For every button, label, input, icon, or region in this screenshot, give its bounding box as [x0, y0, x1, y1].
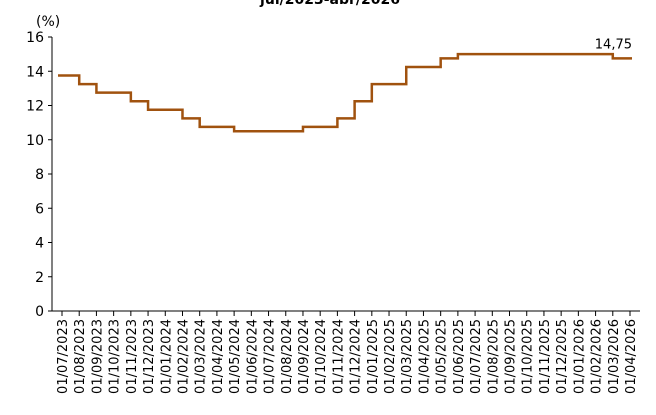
- data-point: [267, 130, 270, 132]
- data-point: [181, 117, 184, 120]
- y-tick-label: 16: [26, 30, 44, 46]
- data-point: [284, 130, 287, 132]
- x-tick-label: 01/02/2025: [383, 319, 398, 394]
- data-point: [422, 66, 425, 68]
- x-tick-label: 01/08/2023: [73, 319, 88, 394]
- chart-annotations: 14,75: [595, 37, 632, 52]
- data-label: 14,75: [595, 37, 632, 52]
- x-tick-label: 01/10/2025: [521, 319, 536, 394]
- y-axis-unit-label: (%): [36, 14, 60, 30]
- data-point: [198, 126, 201, 128]
- x-tick-label: 01/06/2024: [245, 319, 260, 394]
- data-point: [95, 91, 98, 94]
- x-tick-label: 01/05/2024: [228, 319, 243, 394]
- data-point: [629, 57, 631, 60]
- data-point: [388, 83, 390, 85]
- x-tick-label: 01/09/2023: [90, 319, 105, 394]
- data-point: [147, 108, 149, 111]
- x-tick-label: 01/02/2024: [176, 319, 191, 394]
- data-point: [560, 53, 562, 55]
- x-tick-label: 01/07/2025: [469, 319, 484, 394]
- x-tick-label: 01/12/2023: [142, 319, 157, 394]
- y-tick-label: 4: [35, 236, 44, 252]
- y-tick-label: 8: [35, 167, 44, 183]
- x-tick-label: 01/03/2025: [400, 319, 415, 394]
- data-point: [457, 53, 459, 55]
- data-point: [611, 57, 614, 60]
- data-point: [130, 100, 132, 103]
- x-tick-label: 01/11/2025: [538, 319, 553, 394]
- data-point: [61, 74, 63, 77]
- x-tick-label: 01/05/2025: [435, 319, 450, 394]
- y-tick-label: 2: [35, 270, 44, 286]
- y-tick-label: 0: [35, 304, 44, 320]
- data-point: [216, 126, 218, 128]
- data-point: [78, 83, 81, 85]
- x-tick-label: 01/02/2026: [590, 319, 605, 394]
- data-point: [164, 108, 167, 111]
- x-tick-label: 01/11/2024: [331, 319, 346, 394]
- data-point: [319, 126, 321, 128]
- x-axis-ticks: 01/07/2023 01/08/2023 01/09/2023 01/10/2023…: [56, 311, 639, 394]
- x-tick-label: 01/01/2024: [159, 319, 174, 394]
- chart-title: jul/2023-abr/2026: [259, 0, 400, 8]
- data-point: [371, 83, 373, 85]
- x-tick-label: 01/08/2024: [280, 319, 295, 394]
- data-point: [302, 126, 304, 128]
- x-tick-label: 01/04/2024: [211, 319, 226, 394]
- x-tick-label: 01/08/2025: [486, 319, 501, 394]
- data-point: [508, 53, 511, 55]
- x-tick-label: 01/07/2024: [263, 319, 278, 394]
- x-tick-label: 01/04/2026: [624, 319, 639, 394]
- x-tick-label: 01/11/2023: [125, 319, 140, 394]
- y-axis-ticks: 0 2 4 6 8 10 12 14 16: [26, 30, 52, 320]
- data-point: [525, 53, 528, 55]
- y-tick-label: 12: [26, 99, 44, 115]
- x-tick-label: 01/12/2025: [555, 319, 570, 394]
- x-tick-label: 01/03/2026: [607, 319, 622, 394]
- series-line: [58, 52, 632, 133]
- data-point: [594, 53, 597, 55]
- x-tick-label: 01/09/2025: [504, 319, 519, 394]
- data-point: [439, 57, 442, 60]
- x-tick-label: 01/10/2023: [108, 319, 123, 394]
- x-tick-label: 01/03/2024: [194, 319, 209, 394]
- x-tick-label: 01/04/2025: [417, 319, 432, 394]
- x-tick-label: 01/07/2023: [56, 319, 71, 394]
- data-point: [353, 100, 356, 103]
- x-tick-label: 01/10/2024: [314, 319, 329, 394]
- data-point: [336, 117, 339, 120]
- x-tick-label: 01/01/2025: [366, 319, 381, 394]
- data-point: [543, 53, 545, 55]
- data-point: [491, 53, 494, 55]
- series-selic: [58, 52, 632, 133]
- data-point: [250, 130, 253, 132]
- x-tick-label: 01/09/2024: [297, 319, 312, 394]
- y-tick-label: 6: [35, 201, 44, 217]
- data-point: [577, 53, 580, 55]
- data-point: [112, 91, 115, 94]
- y-tick-label: 10: [26, 133, 44, 149]
- data-point: [405, 66, 408, 68]
- x-tick-label: 01/06/2025: [452, 319, 467, 394]
- x-tick-label: 01/01/2026: [572, 319, 587, 394]
- data-point: [233, 130, 235, 132]
- y-tick-label: 14: [26, 64, 44, 80]
- data-point: [474, 53, 476, 55]
- x-tick-label: 01/12/2024: [349, 319, 364, 394]
